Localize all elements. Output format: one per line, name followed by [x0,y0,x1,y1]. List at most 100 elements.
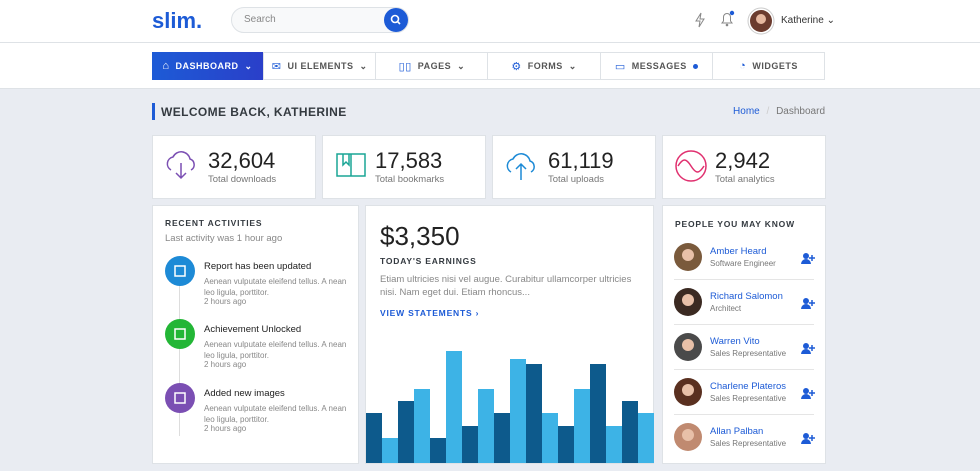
stat-value: 2,942 [715,148,771,173]
nav-item[interactable]: ▭ MESSAGES [601,52,713,80]
breadcrumb: Home / Dashboard [733,106,825,117]
nav-item[interactable]: ▯▯ PAGES ⌄ [376,52,489,80]
person-avatar [674,243,702,276]
activity-text: Aenean vulputate eleifend tellus. A nean… [204,277,347,297]
search-button[interactable] [384,8,408,32]
bar [510,359,526,463]
activity-time: 2 hours ago [204,360,247,369]
activity-title: Added new images [204,388,285,399]
person-name[interactable]: Amber Heard [710,246,767,257]
person-avatar [674,423,702,456]
earnings-amount: $3,350 [380,221,460,251]
stat-label: Total uploads [548,174,604,185]
stat-icon [333,148,369,189]
activity-title: Achievement Unlocked [204,324,302,335]
stat-card [662,135,826,199]
earnings-link-text: VIEW STATEMENTS [380,308,473,318]
search-placeholder: Search [244,14,276,25]
people-title: PEOPLE YOU MAY KNOW [675,219,795,229]
bar [446,351,462,463]
user-name[interactable]: Katherine ⌄ [781,15,835,26]
activity-time: 2 hours ago [204,424,247,433]
bar [638,413,654,463]
person-role: Software Engineer [710,259,776,268]
earnings-label: TODAY'S EARNINGS [380,256,477,266]
nav-item[interactable]: ⚙ FORMS ⌄ [489,52,601,80]
bar [414,389,430,463]
nav-item[interactable]: ✉ UI ELEMENTS ⌄ [264,52,377,80]
logo[interactable]: slim. [152,8,203,33]
user-avatar[interactable] [747,7,775,35]
bar [558,426,574,463]
nav-icon: ⌂ [162,60,170,72]
nav-icon: ▭ [614,60,626,73]
stat-icon [673,148,709,189]
earnings-chart [366,351,654,463]
person-name[interactable]: Allan Palban [710,426,764,437]
nav-item[interactable]: ⌂ DASHBOARD ⌄ [152,52,264,80]
add-friend-button[interactable] [801,296,815,314]
person-name[interactable]: Warren Vito [710,336,760,347]
divider [674,324,814,325]
bar [606,426,622,463]
activity-text: Aenean vulputate eleifend tellus. A nean… [204,404,347,424]
stat-value: 17,583 [375,148,443,173]
add-friend-button[interactable] [801,386,815,404]
top-bar [0,0,980,43]
chevron: ⌄ [244,60,253,71]
nav-label: DASHBOARD [175,61,239,71]
add-friend-button[interactable] [801,431,815,449]
divider [674,279,814,280]
stat-icon [163,148,199,189]
stat-value: 61,119 [548,148,614,173]
user-name-text: Katherine [781,15,824,26]
nav-icon: ▯▯ [398,60,412,73]
bar [462,426,478,463]
earnings-link[interactable]: VIEW STATEMENTS › [380,308,480,318]
activities-subtitle: Last activity was 1 hour ago [165,233,283,244]
stat-card [152,135,316,199]
notification-icon[interactable] [718,10,736,28]
person-role: Sales Representative [710,349,787,358]
bar [398,401,414,463]
bar [622,401,638,463]
breadcrumb-link[interactable]: Home [733,106,760,117]
person-name[interactable]: Charlene Plateros [710,381,787,392]
stat-card [322,135,486,199]
lightning-icon[interactable] [694,12,706,28]
earnings-text: Etiam ultricies nisi vel augue. Curabitu… [380,274,632,298]
bar [526,364,542,463]
stat-value: 32,604 [208,148,276,173]
bar [494,413,510,463]
page-title: WELCOME BACK, KATHERINE [161,105,347,119]
activity-icon [165,256,195,291]
bar [478,389,494,463]
search-box[interactable] [231,7,409,33]
breadcrumb-current: Dashboard [776,106,825,117]
add-friend-button[interactable] [801,341,815,359]
nav-label: MESSAGES [631,61,687,71]
nav-label: FORMS [527,61,563,71]
nav-item[interactable]: ◔ WIDGETS [713,52,825,80]
person-avatar [674,288,702,321]
stat-label: Total bookmarks [375,174,445,185]
activities-title: RECENT ACTIVITIES [165,218,263,228]
bar [382,438,398,463]
stat-label: Total downloads [208,174,277,185]
person-name[interactable]: Richard Salomon [710,291,783,302]
add-friend-button[interactable] [801,251,815,269]
bar [542,413,558,463]
chevron: ⌄ [457,60,466,71]
nav-icon: ⚙ [511,60,522,73]
stat-icon [503,148,539,189]
stat-card [492,135,656,199]
person-role: Sales Representative [710,394,787,403]
nav-label: PAGES [417,61,452,71]
activity-time: 2 hours ago [204,297,247,306]
chevron: ⌄ [359,60,368,71]
person-role: Architect [710,304,742,313]
divider [674,414,814,415]
person-avatar [674,378,702,411]
divider [674,369,814,370]
